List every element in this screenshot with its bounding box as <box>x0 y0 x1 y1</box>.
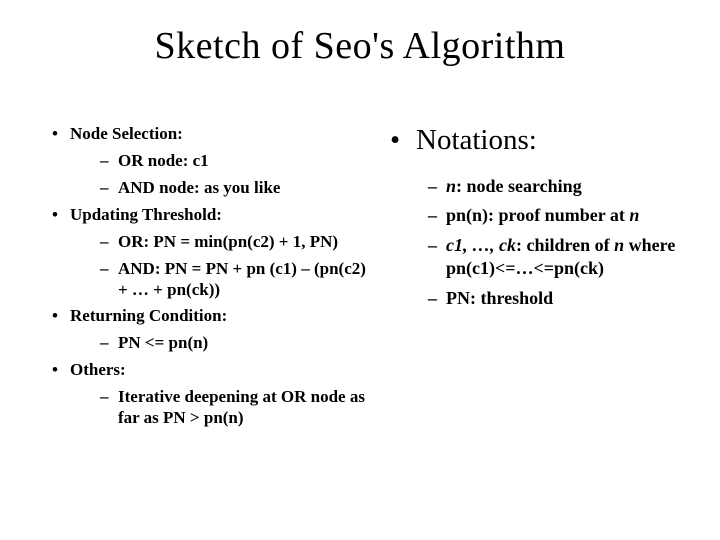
right-item: –pn(n): proof number at n <box>390 204 680 227</box>
dash-icon: – <box>428 234 446 281</box>
right-item-text: pn(n): proof number at n <box>446 204 680 227</box>
left-item-label: Updating Threshold: <box>70 205 222 225</box>
right-column: •Notations:– n: node searching–pn(n): pr… <box>390 124 680 434</box>
left-item-label: Returning Condition: <box>70 306 227 326</box>
left-subitem: –PN <= pn(n) <box>40 332 370 353</box>
right-heading-text: Notations: <box>416 124 537 157</box>
dash-icon: – <box>428 175 446 198</box>
left-subitem-text: Iterative deepening at OR node as far as… <box>118 386 370 429</box>
left-subitem: –OR: PN = min(pn(c2) + 1, PN) <box>40 231 370 252</box>
bullet-icon: • <box>390 124 416 157</box>
dash-icon: – <box>100 332 118 353</box>
dash-icon: – <box>100 258 118 301</box>
left-subitem-text: AND node: as you like <box>118 177 370 198</box>
dash-icon: – <box>100 386 118 429</box>
bullet-icon: • <box>40 205 70 225</box>
bullet-icon: • <box>40 360 70 380</box>
bullet-icon: • <box>40 124 70 144</box>
left-subitem: –AND node: as you like <box>40 177 370 198</box>
left-item: •Returning Condition: <box>40 306 370 326</box>
left-subitem-text: OR: PN = min(pn(c2) + 1, PN) <box>118 231 370 252</box>
left-item-label: Node Selection: <box>70 124 183 144</box>
left-column: •Node Selection:–OR node: c1–AND node: a… <box>40 124 370 434</box>
dash-icon: – <box>428 287 446 310</box>
right-item-text: c1, …, ck: children of n where pn(c1)<=…… <box>446 234 680 281</box>
left-subitem-text: PN <= pn(n) <box>118 332 370 353</box>
left-item-label: Others: <box>70 360 126 380</box>
dash-icon: – <box>100 231 118 252</box>
slide-title: Sketch of Seo's Algorithm <box>40 24 680 68</box>
right-item: – n: node searching <box>390 175 680 198</box>
dash-icon: – <box>100 150 118 171</box>
left-subitem-text: AND: PN = PN + pn (c1) – (pn(c2) + … + p… <box>118 258 370 301</box>
dash-icon: – <box>428 204 446 227</box>
right-heading: •Notations: <box>390 124 680 157</box>
right-item: –PN: threshold <box>390 287 680 310</box>
bullet-icon: • <box>40 306 70 326</box>
left-subitem: –OR node: c1 <box>40 150 370 171</box>
left-subitem-text: OR node: c1 <box>118 150 370 171</box>
left-item: •Updating Threshold: <box>40 205 370 225</box>
left-item: •Node Selection: <box>40 124 370 144</box>
dash-icon: – <box>100 177 118 198</box>
left-subitem: –Iterative deepening at OR node as far a… <box>40 386 370 429</box>
left-subitem: –AND: PN = PN + pn (c1) – (pn(c2) + … + … <box>40 258 370 301</box>
left-item: •Others: <box>40 360 370 380</box>
right-item-text: PN: threshold <box>446 287 680 310</box>
columns: •Node Selection:–OR node: c1–AND node: a… <box>40 124 680 434</box>
right-item-text: n: node searching <box>446 175 680 198</box>
right-item: –c1, …, ck: children of n where pn(c1)<=… <box>390 234 680 281</box>
